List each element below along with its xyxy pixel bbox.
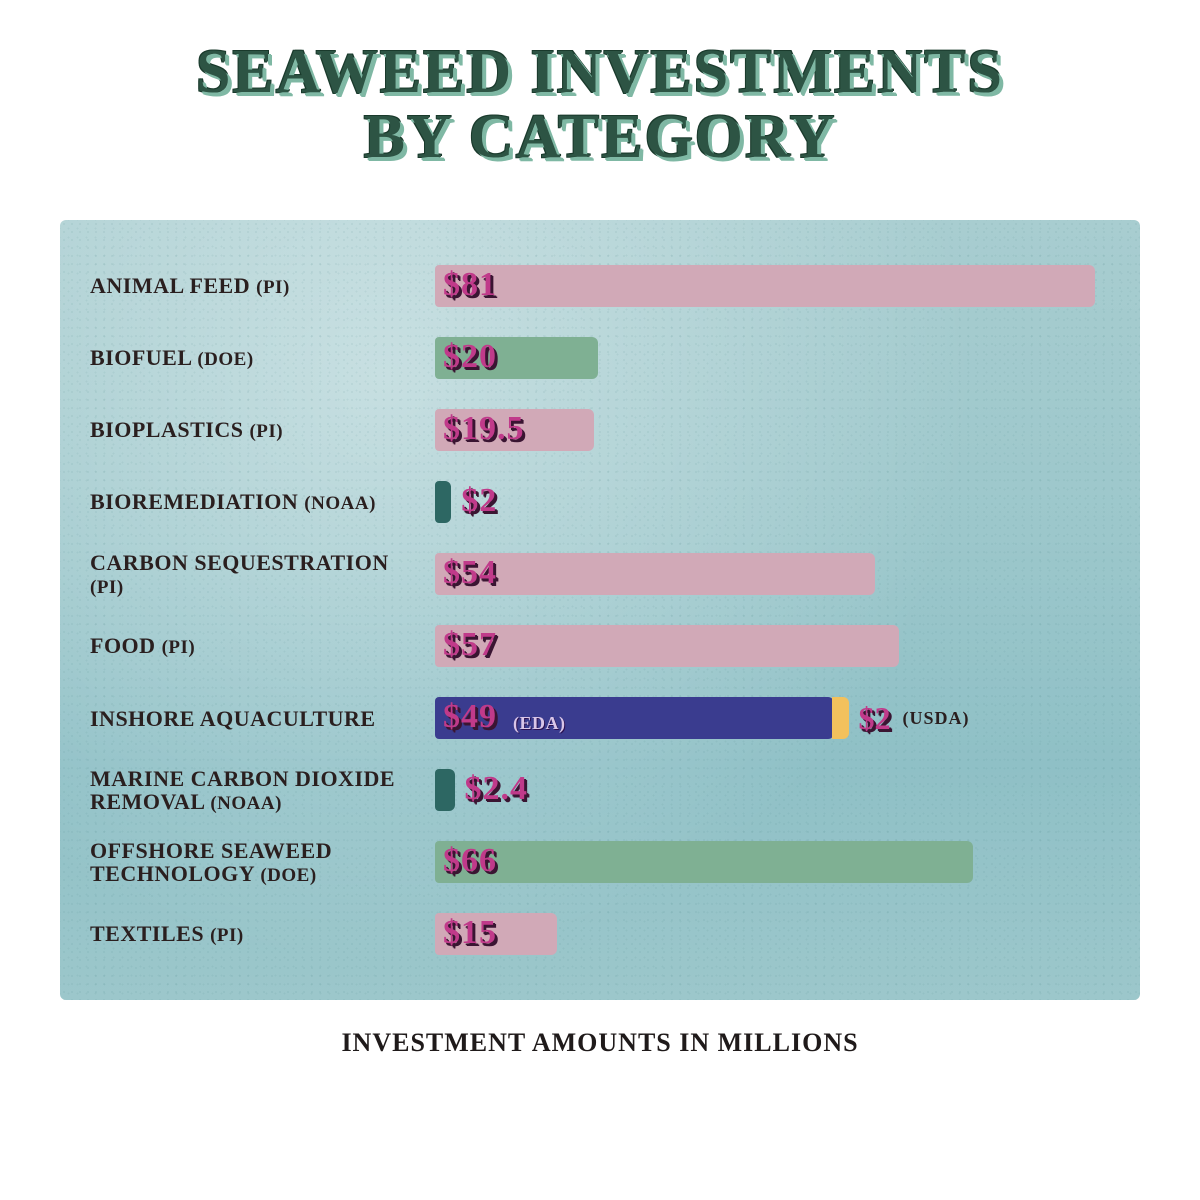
title-line1: SEAWEED INVESTMENTS [196,38,1004,106]
category-label: INSHORE AQUACULTURE [90,707,435,730]
category-label: OFFSHORE SEAWEED TECHNOLOGY (DOE) [90,839,435,886]
category-label: BIOREMEDIATION (NOAA) [90,490,435,514]
bar-track: $2.4 [435,768,1100,812]
bar-track: $19.5 [435,408,1100,452]
bar-track: $15 [435,912,1100,956]
x-axis-label: Investment Amounts in Millions [0,1028,1200,1058]
chart-row: MARINE CARBON DIOXIDE REMOVAL (NOAA)$2.4 [90,754,1100,826]
bar-value: $57 [443,626,497,664]
bar-segment [832,697,848,739]
bar-segment: $81 [435,265,1095,307]
title-line2: BY CATEGORY [364,103,837,171]
bar-segment: $2.4 [435,769,455,811]
chart-row: INSHORE AQUACULTURE $49(EDA) $2 (USDA) [90,682,1100,754]
bar-segment: $15 [435,913,557,955]
bar-segment: $57 [435,625,899,667]
bar-track: $20 [435,336,1100,380]
bar-value: $49(EDA) [443,698,566,736]
bar-track: $54 [435,552,1100,596]
bar-segment: $49(EDA) [435,697,834,739]
chart-row: BIOPLASTICS (PI) $19.5 [90,394,1100,466]
bar-source-tag: (USDA) [903,708,970,729]
chart-row: TEXTILES (PI) $15 [90,898,1100,970]
category-label: MARINE CARBON DIOXIDE REMOVAL (NOAA) [90,767,435,814]
bar-value: $19.5 [443,410,525,448]
bar-value: $66 [443,842,497,880]
bar-segment: $54 [435,553,875,595]
bar-value: $2 [461,482,497,520]
chart-row: BIOFUEL (DOE) $20 [90,322,1100,394]
category-label: ANIMAL FEED (PI) [90,274,435,298]
bar-source-tag: (EDA) [513,713,566,733]
bar-value: $15 [443,914,497,952]
chart-row: ANIMAL FEED (PI) $81 [90,250,1100,322]
chart-row: FOOD (PI) $57 [90,610,1100,682]
bar-track: $66 [435,840,1100,884]
bar-segment: $19.5 [435,409,594,451]
chart-row: OFFSHORE SEAWEED TECHNOLOGY (DOE)$66 [90,826,1100,898]
bar-value: $54 [443,554,497,592]
bar-chart: ANIMAL FEED (PI) $81 BIOFUEL (DOE) $20 BIOPL… [60,220,1140,1000]
bar-value: $2.4 [465,770,529,808]
category-label: TEXTILES (PI) [90,922,435,946]
bar-track: $2 [435,480,1100,524]
category-label: FOOD (PI) [90,634,435,658]
bar-value: $2 [859,700,891,737]
bar-segment: $20 [435,337,598,379]
bar-track: $81 [435,264,1100,308]
bar-segment: $2 [435,481,451,523]
category-label: BIOFUEL (DOE) [90,346,435,370]
bar-value: $20 [443,338,497,376]
bar-segment: $66 [435,841,973,883]
bar-track: $49(EDA) $2 (USDA) [435,696,1100,740]
bar-value: $81 [443,266,497,304]
chart-row: CARBON SEQUESTRATION (PI)$54 [90,538,1100,610]
category-label: CARBON SEQUESTRATION (PI) [90,551,435,598]
category-label: BIOPLASTICS (PI) [90,418,435,442]
bar-track: $57 [435,624,1100,668]
chart-row: BIOREMEDIATION (NOAA)$2 [90,466,1100,538]
chart-title: SEAWEED INVESTMENTS BY CATEGORY [0,0,1200,190]
